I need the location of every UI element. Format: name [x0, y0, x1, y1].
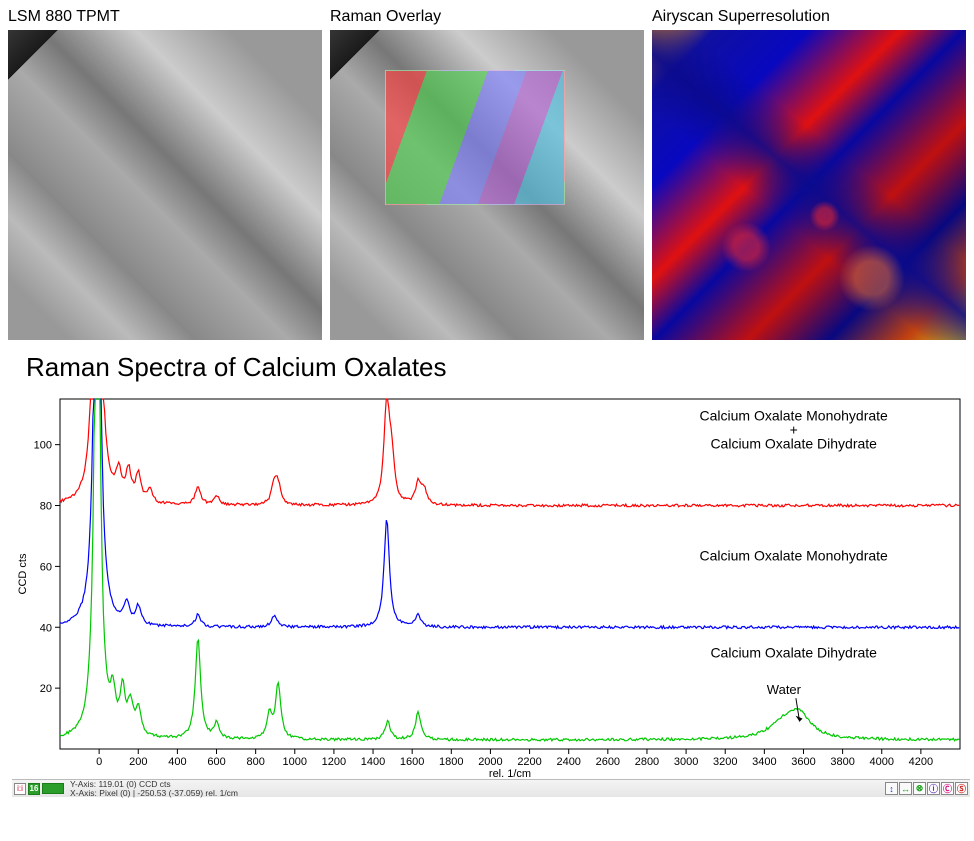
svg-text:Calcium Oxalate Monohydrate: Calcium Oxalate Monohydrate [700, 547, 889, 563]
status-tool-icon[interactable]: Ⓒ [941, 782, 954, 795]
status-tool-icon[interactable]: ⓘ [927, 782, 940, 795]
status-tool-icon[interactable]: Ⓢ [955, 782, 968, 795]
svg-text:2200: 2200 [517, 756, 541, 768]
svg-text:100: 100 [34, 440, 52, 452]
svg-text:CCD cts: CCD cts [17, 553, 29, 594]
svg-text:Water: Water [767, 682, 802, 697]
status-badge[interactable]: 16 [28, 783, 40, 795]
svg-text:1200: 1200 [322, 756, 346, 768]
status-right: ↕↔⊗ⓘⒸⓈ [885, 782, 970, 795]
svg-text:1000: 1000 [283, 756, 307, 768]
status-bar: i:i 16 Y-Axis: 119.01 (0) CCD cts X-Axis… [12, 779, 970, 797]
panel-title: LSM 880 TPMT [8, 8, 322, 26]
svg-text:600: 600 [207, 756, 225, 768]
svg-text:Calcium Oxalate Dihydrate: Calcium Oxalate Dihydrate [710, 435, 877, 451]
raman-color-overlay [385, 70, 565, 205]
svg-text:2800: 2800 [635, 756, 659, 768]
panel-tpmt: LSM 880 TPMT [8, 8, 322, 340]
svg-text:4000: 4000 [869, 756, 893, 768]
status-fill [42, 783, 64, 794]
svg-text:1600: 1600 [400, 756, 424, 768]
airyscan-image [652, 30, 966, 340]
status-icon[interactable]: i:i [14, 783, 26, 795]
svg-text:rel. 1/cm: rel. 1/cm [489, 768, 531, 779]
svg-text:60: 60 [40, 561, 52, 573]
spectra-chart-wrap: 0 200 400 600 800 1000 1200 1400 1600 1800 2000 220… [12, 389, 970, 779]
svg-text:200: 200 [129, 756, 147, 768]
svg-text:3400: 3400 [752, 756, 776, 768]
status-tool-icon[interactable]: ↕ [885, 782, 898, 795]
svg-text:2400: 2400 [556, 756, 580, 768]
status-left: i:i 16 Y-Axis: 119.01 (0) CCD cts X-Axis… [12, 780, 238, 797]
svg-text:2600: 2600 [596, 756, 620, 768]
svg-text:3200: 3200 [713, 756, 737, 768]
spectra-title: Raman Spectra of Calcium Oxalates [26, 352, 966, 383]
status-x-axis: X-Axis: Pixel (0) | -250.53 (-37.059) re… [70, 789, 238, 798]
svg-text:1800: 1800 [439, 756, 463, 768]
svg-text:3000: 3000 [674, 756, 698, 768]
svg-text:3600: 3600 [791, 756, 815, 768]
panel-airyscan: Airyscan Superresolution [652, 8, 966, 340]
tpmt-image [8, 30, 322, 340]
spectra-chart: 0 200 400 600 800 1000 1200 1400 1600 1800 2000 220… [12, 389, 970, 779]
svg-text:80: 80 [40, 501, 52, 513]
svg-text:2000: 2000 [478, 756, 502, 768]
svg-text:4200: 4200 [909, 756, 933, 768]
status-tool-icon[interactable]: ⊗ [913, 782, 926, 795]
svg-text:0: 0 [96, 756, 102, 768]
svg-text:3800: 3800 [830, 756, 854, 768]
raman-overlay-image [330, 30, 644, 340]
image-panel-row: LSM 880 TPMT Raman Overlay Airyscan Supe… [8, 8, 966, 340]
panel-title: Airyscan Superresolution [652, 8, 966, 26]
status-tool-icon[interactable]: ↔ [899, 782, 912, 795]
svg-text:800: 800 [246, 756, 264, 768]
svg-text:Calcium Oxalate Dihydrate: Calcium Oxalate Dihydrate [710, 645, 877, 661]
panel-raman-overlay: Raman Overlay [330, 8, 644, 340]
svg-text:1400: 1400 [361, 756, 385, 768]
svg-text:400: 400 [168, 756, 186, 768]
panel-title: Raman Overlay [330, 8, 644, 26]
svg-text:20: 20 [40, 683, 52, 695]
status-axes-text: Y-Axis: 119.01 (0) CCD cts X-Axis: Pixel… [70, 780, 238, 797]
svg-text:40: 40 [40, 622, 52, 634]
